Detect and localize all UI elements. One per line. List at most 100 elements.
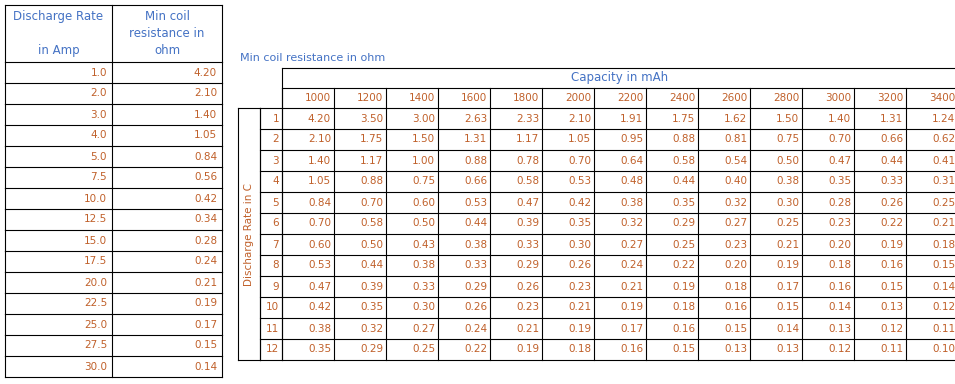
Text: 0.24: 0.24 (464, 323, 487, 333)
Text: 0.18: 0.18 (724, 281, 747, 291)
Text: 0.54: 0.54 (724, 156, 747, 166)
Text: 4.20: 4.20 (308, 114, 331, 124)
Text: 0.26: 0.26 (880, 197, 903, 207)
Text: 0.19: 0.19 (775, 260, 799, 270)
Text: 3400: 3400 (929, 93, 955, 103)
Text: 0.53: 0.53 (568, 177, 591, 187)
Text: 1.75: 1.75 (360, 134, 383, 144)
Text: 0.75: 0.75 (775, 134, 799, 144)
Text: Capacity in mAh: Capacity in mAh (571, 71, 668, 84)
Text: 0.53: 0.53 (464, 197, 487, 207)
Text: 0.64: 0.64 (620, 156, 643, 166)
Text: 0.50: 0.50 (412, 218, 435, 228)
Text: 0.44: 0.44 (880, 156, 903, 166)
Text: 0.20: 0.20 (828, 240, 851, 250)
Text: Min coil
resistance in
ohm: Min coil resistance in ohm (129, 10, 204, 57)
Text: 0.35: 0.35 (568, 218, 591, 228)
Text: 0.23: 0.23 (516, 303, 539, 313)
Text: 0.26: 0.26 (568, 260, 591, 270)
Text: 1.40: 1.40 (194, 109, 217, 119)
Text: 0.88: 0.88 (360, 177, 383, 187)
Text: 0.26: 0.26 (516, 281, 539, 291)
Text: 0.27: 0.27 (620, 240, 643, 250)
Text: 0.44: 0.44 (464, 218, 487, 228)
Text: 1.50: 1.50 (412, 134, 435, 144)
Text: 1.17: 1.17 (516, 134, 539, 144)
Text: 2200: 2200 (617, 93, 643, 103)
Text: 7: 7 (272, 240, 279, 250)
Text: 0.23: 0.23 (828, 218, 851, 228)
Text: 0.15: 0.15 (932, 260, 955, 270)
Text: 1.17: 1.17 (360, 156, 383, 166)
Text: 1.75: 1.75 (671, 114, 695, 124)
Text: 1.50: 1.50 (775, 114, 799, 124)
Text: 15.0: 15.0 (84, 235, 107, 245)
Text: 5.0: 5.0 (91, 152, 107, 162)
Text: 0.14: 0.14 (828, 303, 851, 313)
Text: 0.66: 0.66 (880, 134, 903, 144)
Text: 2.10: 2.10 (568, 114, 591, 124)
Text: 0.21: 0.21 (516, 323, 539, 333)
Text: 0.30: 0.30 (776, 197, 799, 207)
Text: 1.0: 1.0 (91, 68, 107, 78)
Text: 0.44: 0.44 (360, 260, 383, 270)
Text: 0.47: 0.47 (516, 197, 539, 207)
Text: 0.29: 0.29 (464, 281, 487, 291)
Text: 0.13: 0.13 (828, 323, 851, 333)
Text: 3200: 3200 (877, 93, 903, 103)
Text: 7.5: 7.5 (91, 172, 107, 182)
Text: 0.29: 0.29 (516, 260, 539, 270)
Text: 1800: 1800 (513, 93, 539, 103)
Text: 0.42: 0.42 (568, 197, 591, 207)
Text: 1.05: 1.05 (568, 134, 591, 144)
Text: 27.5: 27.5 (84, 341, 107, 351)
Text: 0.39: 0.39 (360, 281, 383, 291)
Text: 1.00: 1.00 (412, 156, 435, 166)
Text: 0.42: 0.42 (194, 194, 217, 204)
Text: 0.47: 0.47 (308, 281, 331, 291)
Text: Discharge Rate in C: Discharge Rate in C (244, 182, 254, 285)
Text: 2.63: 2.63 (464, 114, 487, 124)
Text: 0.31: 0.31 (932, 177, 955, 187)
Text: 0.13: 0.13 (775, 344, 799, 354)
Text: 0.38: 0.38 (775, 177, 799, 187)
Text: 0.24: 0.24 (620, 260, 643, 270)
Text: 11: 11 (265, 323, 279, 333)
Text: 1.40: 1.40 (828, 114, 851, 124)
Text: 0.58: 0.58 (360, 218, 383, 228)
Text: 0.60: 0.60 (308, 240, 331, 250)
Text: 0.14: 0.14 (932, 281, 955, 291)
Text: 0.16: 0.16 (724, 303, 747, 313)
Text: 0.22: 0.22 (880, 218, 903, 228)
Text: 0.14: 0.14 (775, 323, 799, 333)
Text: 0.18: 0.18 (568, 344, 591, 354)
Text: 0.10: 0.10 (932, 344, 955, 354)
Text: 0.35: 0.35 (360, 303, 383, 313)
Text: 0.70: 0.70 (308, 218, 331, 228)
Text: 0.19: 0.19 (568, 323, 591, 333)
Text: 0.38: 0.38 (464, 240, 487, 250)
Text: 0.17: 0.17 (620, 323, 643, 333)
Text: 1000: 1000 (305, 93, 331, 103)
Text: 0.22: 0.22 (464, 344, 487, 354)
Text: 1.24: 1.24 (932, 114, 955, 124)
Text: 1.91: 1.91 (620, 114, 643, 124)
Text: 1400: 1400 (409, 93, 435, 103)
Text: 2: 2 (272, 134, 279, 144)
Text: 0.21: 0.21 (568, 303, 591, 313)
Text: 0.22: 0.22 (672, 260, 695, 270)
Text: 0.12: 0.12 (828, 344, 851, 354)
Text: 0.34: 0.34 (194, 215, 217, 225)
Text: Discharge Rate

in Amp: Discharge Rate in Amp (13, 10, 103, 57)
Text: 0.21: 0.21 (194, 278, 217, 288)
Text: 0.44: 0.44 (672, 177, 695, 187)
Text: 1.40: 1.40 (308, 156, 331, 166)
Text: 0.14: 0.14 (194, 361, 217, 371)
Text: 0.16: 0.16 (672, 323, 695, 333)
Text: 0.15: 0.15 (194, 341, 217, 351)
Text: 0.58: 0.58 (672, 156, 695, 166)
Text: 0.19: 0.19 (620, 303, 643, 313)
Text: 0.23: 0.23 (724, 240, 747, 250)
Text: 0.84: 0.84 (308, 197, 331, 207)
Text: 0.15: 0.15 (672, 344, 695, 354)
